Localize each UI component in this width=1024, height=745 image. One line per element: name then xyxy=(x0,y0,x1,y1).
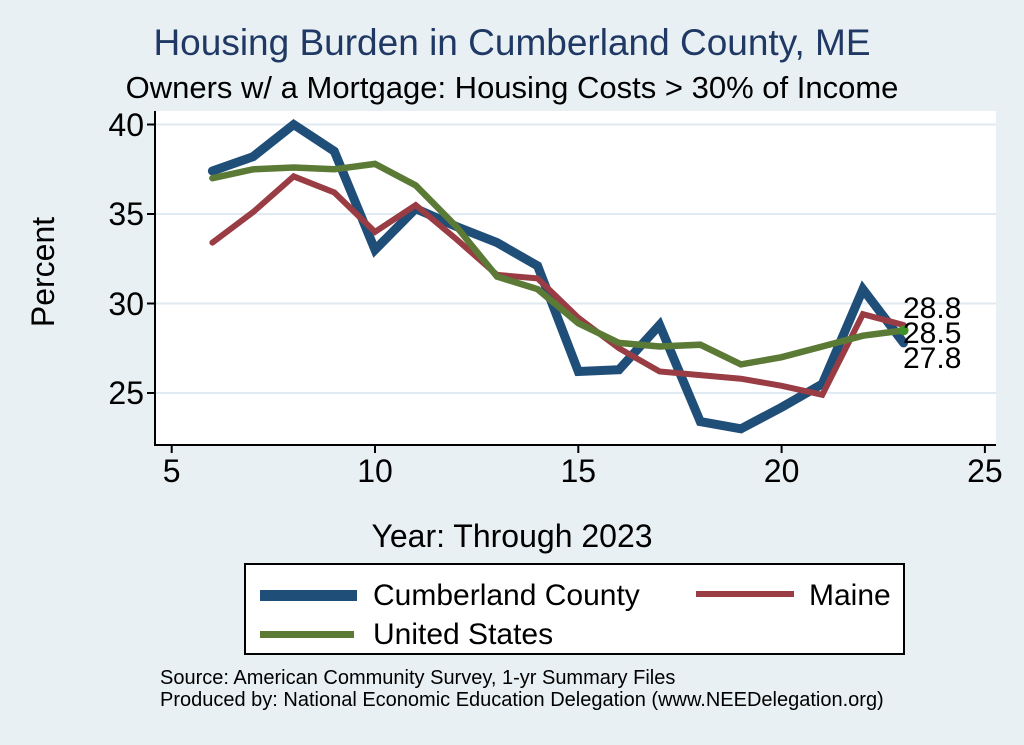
y-tick-label-40: 40 xyxy=(108,106,144,143)
axes xyxy=(154,111,996,446)
tick-marks xyxy=(147,123,986,453)
page-subtitle: Owners w/ a Mortgage: Housing Costs > 30… xyxy=(125,70,899,105)
series-line-united-states xyxy=(209,160,907,368)
x-tick-label-25: 25 xyxy=(967,453,1003,489)
y-tick-label-25: 25 xyxy=(108,375,144,411)
legend-label-united-states: United States xyxy=(373,618,554,651)
legend-swatch-cumberland-county xyxy=(260,590,357,601)
page-title: Housing Burden in Cumberland County, ME xyxy=(153,22,871,63)
legend-swatch-united-states xyxy=(260,631,354,638)
x-axis-title: Year: Through 2023 xyxy=(371,518,653,554)
footnotes: Source: American Community Survey, 1-yr … xyxy=(160,667,884,711)
end-label-united-states: 28.5 xyxy=(903,317,962,350)
legend-label-cumberland-county: Cumberland County xyxy=(373,579,640,612)
end-label-cumberland-county: 27.8 xyxy=(903,342,962,375)
end-label-maine: 28.8 xyxy=(903,292,962,325)
legend-box: Cumberland County Maine United States xyxy=(244,563,905,655)
x-tick-label-5: 5 xyxy=(162,453,181,489)
y-tick-label-30: 30 xyxy=(108,285,144,322)
series-lines xyxy=(207,118,909,434)
legend-swatch-maine xyxy=(696,591,794,597)
plot-area xyxy=(155,111,996,445)
series-line-maine xyxy=(209,172,907,399)
y-axis-title: Percent xyxy=(25,216,61,328)
end-point-dot-united-states xyxy=(898,325,909,336)
legend-label-maine: Maine xyxy=(809,579,891,612)
x-tick-label-15: 15 xyxy=(560,453,597,489)
source-note: Source: American Community Survey, 1-yr … xyxy=(160,667,676,689)
x-tick-label-10: 10 xyxy=(357,453,393,489)
produced-by-note: Produced by: National Economic Education… xyxy=(160,689,884,711)
series-line-cumberland-county xyxy=(207,118,909,434)
y-tick-label-35: 35 xyxy=(108,196,144,232)
x-tick-label-20: 20 xyxy=(763,453,800,489)
